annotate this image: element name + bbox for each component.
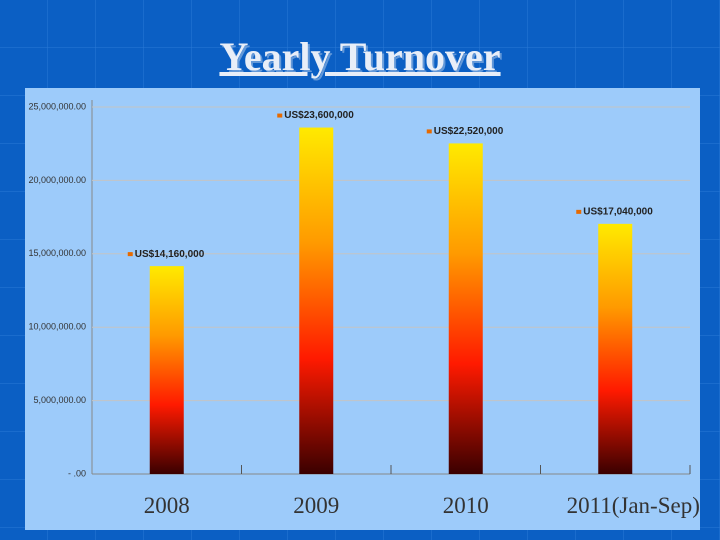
y-tick-label: - .00 xyxy=(68,468,86,478)
bar xyxy=(448,143,483,474)
value-label: US$23,600,000 xyxy=(284,110,354,121)
label-key xyxy=(277,113,283,118)
y-tick-label: 25,000,000.00 xyxy=(28,101,86,111)
y-tick-label: 5,000,000.00 xyxy=(33,395,86,405)
plot-background xyxy=(25,88,700,530)
y-tick-label: 10,000,000.00 xyxy=(28,322,86,332)
x-tick-label: 2011(Jan-Sep) xyxy=(567,493,700,518)
bar xyxy=(299,127,334,474)
y-tick-label: 15,000,000.00 xyxy=(28,248,86,258)
bar xyxy=(598,223,633,474)
label-key xyxy=(127,252,133,257)
value-label: US$17,040,000 xyxy=(583,206,653,217)
label-key xyxy=(576,209,582,214)
bar xyxy=(149,266,184,474)
y-tick-label: 20,000,000.00 xyxy=(28,175,86,185)
x-tick-label: 2009 xyxy=(293,493,339,518)
x-tick-label: 2008 xyxy=(144,493,190,518)
title-shadow: Yearly Turnover xyxy=(221,36,502,81)
value-label: US$22,520,000 xyxy=(434,126,504,137)
x-tick-label: 2010 xyxy=(443,493,489,518)
chart-title: Yearly Turnover xyxy=(219,34,500,79)
value-label: US$14,160,000 xyxy=(135,249,205,260)
label-key xyxy=(426,129,432,134)
